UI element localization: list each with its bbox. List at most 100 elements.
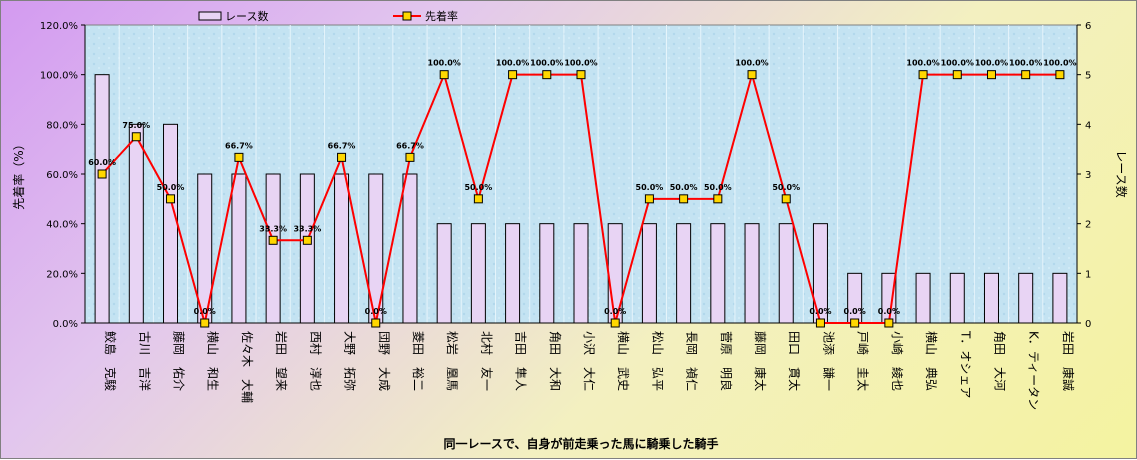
category-label: K．ティータン <box>1027 331 1041 410</box>
right-axis-tick-label: 2 <box>1085 220 1091 231</box>
rate-marker <box>884 318 894 328</box>
rate-data-label: 50.0% <box>704 183 732 192</box>
rate-marker <box>986 70 996 80</box>
bar <box>915 272 931 324</box>
category-label: 菅原 明良 <box>719 331 734 391</box>
rate-marker <box>713 194 723 204</box>
rate-marker <box>200 318 210 328</box>
rate-marker <box>610 318 620 328</box>
rate-data-label: 75.0% <box>122 121 150 130</box>
category-label: 鮫島 克駿 <box>103 331 118 391</box>
rate-data-label: 100.0% <box>1009 59 1042 68</box>
bar <box>505 223 521 324</box>
rate-marker <box>302 235 312 245</box>
category-label: 古川 吉洋 <box>137 331 152 391</box>
category-label: 藤岡 佑介 <box>172 331 186 391</box>
right-axis-tick-label: 3 <box>1085 170 1091 181</box>
category-label: 戸崎 圭太 <box>856 331 871 391</box>
category-label: 横山 和生 <box>206 331 220 391</box>
right-axis-tick-label: 0 <box>1085 319 1091 330</box>
rate-data-label: 0.0% <box>844 307 866 316</box>
rate-data-label: 50.0% <box>772 183 800 192</box>
rate-marker <box>918 70 928 80</box>
bar <box>949 272 965 324</box>
right-axis-title: レース数 <box>1114 150 1129 197</box>
rate-data-label: 50.0% <box>636 183 664 192</box>
rate-marker <box>337 152 347 162</box>
legend-line-label: 先着率 <box>425 9 458 23</box>
rate-marker <box>234 152 244 162</box>
legend-bar-label: レース数 <box>225 10 268 23</box>
rate-data-label: 66.7% <box>328 141 356 150</box>
bar <box>539 223 555 324</box>
category-label: 団野 大成 <box>377 331 391 391</box>
rate-marker <box>815 318 825 328</box>
rate-data-label: 100.0% <box>564 59 597 68</box>
rate-data-label: 100.0% <box>941 59 974 68</box>
category-label: 松山 弘平 <box>650 331 664 391</box>
left-axis-tick-label: 40.0% <box>46 220 78 231</box>
rate-data-label: 33.3% <box>293 224 321 233</box>
rate-data-label: 66.7% <box>225 141 253 150</box>
rate-marker <box>371 318 381 328</box>
x-axis-title: 同一レースで、自身が前走乗った馬に騎乗した騎手 <box>444 436 719 451</box>
category-label: 松岩 凰馬 <box>445 331 460 391</box>
rate-data-label: 100.0% <box>1043 59 1076 68</box>
rate-marker <box>679 194 689 204</box>
left-axis-tick-label: 120.0% <box>40 21 78 32</box>
left-axis-tick-label: 20.0% <box>46 269 78 280</box>
rate-marker <box>850 318 860 328</box>
category-label: 菱田 裕二 <box>411 331 426 391</box>
category-label: 角田 大河 <box>992 331 1006 391</box>
category-label: T．オシェア <box>958 330 972 398</box>
right-axis-tick-label: 4 <box>1085 120 1091 131</box>
left-axis-tick-label: 0.0% <box>53 319 78 330</box>
bar <box>163 123 179 324</box>
bar <box>436 223 452 324</box>
category-label: 角田 大和 <box>548 331 562 391</box>
rate-data-label: 50.0% <box>157 183 185 192</box>
category-label: 横山 典弘 <box>924 331 938 391</box>
bar <box>710 223 726 324</box>
rate-marker <box>644 194 654 204</box>
rate-marker <box>439 70 449 80</box>
bar <box>402 173 418 324</box>
bar <box>299 173 315 324</box>
rate-data-label: 0.0% <box>878 307 900 316</box>
rate-data-label: 0.0% <box>809 307 831 316</box>
category-label: 小崎 綾也 <box>890 331 905 391</box>
rate-marker <box>781 194 791 204</box>
rate-marker <box>1055 70 1065 80</box>
bar <box>641 223 657 324</box>
rate-data-label: 60.0% <box>88 158 116 167</box>
rate-marker <box>747 70 757 80</box>
bar <box>573 223 589 324</box>
rate-data-label: 100.0% <box>428 59 461 68</box>
rate-marker <box>405 152 415 162</box>
rate-data-label: 100.0% <box>906 59 939 68</box>
bar <box>94 74 110 324</box>
category-label: 佐々木 大輔 <box>240 331 254 403</box>
rate-marker <box>508 70 518 80</box>
legend-line-marker <box>402 11 412 21</box>
category-label: 岩田 康誠 <box>1061 331 1076 391</box>
category-label: 吉田 隼人 <box>514 331 529 391</box>
category-label: 藤岡 康太 <box>753 331 768 391</box>
bar <box>1018 272 1034 324</box>
rate-marker <box>576 70 586 80</box>
rate-data-label: 66.7% <box>396 141 424 150</box>
rate-marker <box>473 194 483 204</box>
bar <box>778 223 794 324</box>
rate-data-label: 0.0% <box>194 307 216 316</box>
category-label: 池添 謙一 <box>821 331 835 391</box>
rate-data-label: 100.0% <box>735 59 768 68</box>
category-label: 横山 武史 <box>616 331 630 391</box>
rate-data-label: 0.0% <box>604 307 626 316</box>
rate-marker <box>542 70 552 80</box>
bar <box>1052 272 1068 324</box>
rate-data-label: 0.0% <box>365 307 387 316</box>
rate-marker <box>268 235 278 245</box>
left-axis-title: 先着率（%） <box>11 138 26 209</box>
rate-marker <box>166 194 176 204</box>
